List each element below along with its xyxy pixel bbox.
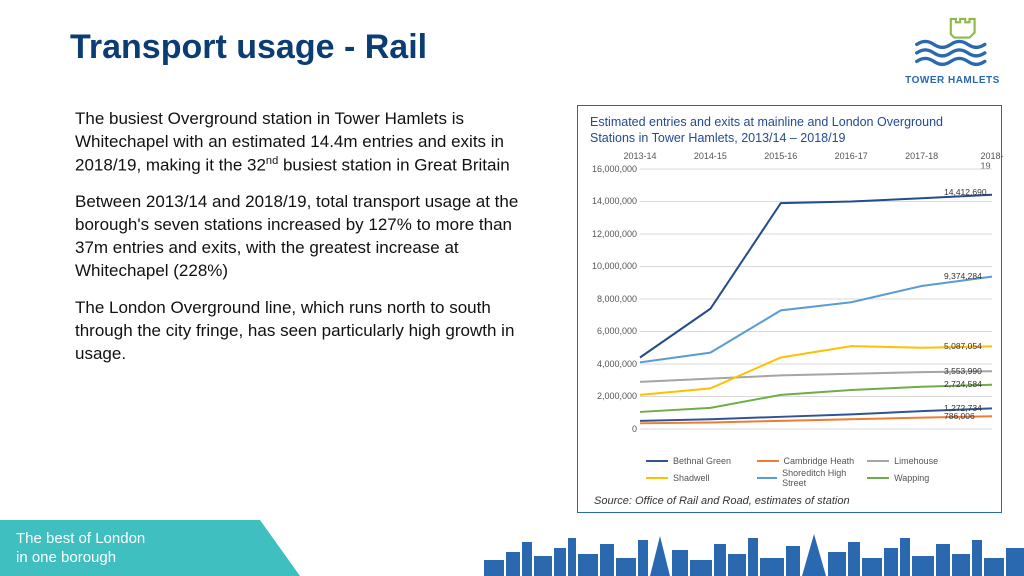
legend-label: Wapping [894,473,929,483]
y-axis-label: 4,000,000 [582,359,637,369]
series-end-label: 5,087,054 [944,341,982,351]
legend-swatch [867,477,889,479]
x-axis-label: 2018-19 [980,151,1003,171]
series-end-label: 14,412,690 [944,187,987,197]
x-axis-labels: 2013-142014-152015-162016-172017-182018-… [640,151,992,169]
legend-label: Limehouse [894,456,938,466]
legend-swatch [757,460,779,462]
chart-panel: Estimated entries and exits at mainline … [577,105,1002,513]
y-axis-label: 12,000,000 [582,229,637,239]
legend-swatch [646,460,668,462]
tagline-line1: The best of London [16,530,244,549]
chart-plot: 02,000,0004,000,0006,000,0008,000,00010,… [640,169,992,429]
y-axis-label: 16,000,000 [582,164,637,174]
legend-item: Bethnal Green [646,455,757,467]
y-axis-label: 10,000,000 [582,261,637,271]
page-title: Transport usage - Rail [70,28,427,67]
tower-hamlets-logo: TOWER HAMLETS [905,14,1000,86]
footer-tagline-box: The best of London in one borough [0,520,260,576]
series-end-label: 9,374,284 [944,271,982,281]
footer-teal-triangle [260,520,300,576]
legend-label: Shoreditch High Street [782,468,867,488]
chart-legend: Bethnal Green Cambridge Heath Limehouse Sha… [578,451,1001,491]
x-axis-label: 2014-15 [694,151,727,161]
tagline-line2: in one borough [16,549,244,568]
line-chart-svg [640,169,992,429]
y-axis-label: 0 [582,424,637,434]
legend-item: Wapping [867,467,978,489]
chart-area: 2013-142014-152015-162016-172017-182018-… [640,151,991,451]
y-axis-label: 14,000,000 [582,196,637,206]
legend-item: Shoreditch High Street [757,467,868,489]
castle-icon [951,19,975,38]
x-axis-label: 2017-18 [905,151,938,161]
x-axis-label: 2015-16 [764,151,797,161]
paragraph-3: The London Overground line, which runs n… [75,297,545,366]
x-axis-label: 2016-17 [835,151,868,161]
skyline [484,530,1024,576]
legend-swatch [867,460,889,462]
legend-swatch [757,477,778,479]
logo-graphic [910,14,995,68]
legend-label: Bethnal Green [673,456,731,466]
y-axis-label: 6,000,000 [582,326,637,336]
legend-item: Limehouse [867,455,978,467]
series-end-label: 786,006 [944,411,975,421]
logo-label: TOWER HAMLETS [905,75,1000,86]
legend-item: Cambridge Heath [757,455,868,467]
y-axis-label: 2,000,000 [582,391,637,401]
legend-swatch [646,477,668,479]
body-text: The busiest Overground station in Tower … [75,108,545,380]
chart-title: Estimated entries and exits at mainline … [578,106,1001,151]
series-end-label: 2,724,584 [944,379,982,389]
footer: The best of London in one borough [0,520,1024,576]
paragraph-2: Between 2013/14 and 2018/19, total trans… [75,191,545,283]
series-end-label: 3,553,990 [944,366,982,376]
legend-label: Cambridge Heath [784,456,855,466]
paragraph-1: The busiest Overground station in Tower … [75,108,545,177]
slide: Transport usage - Rail TOWER HAMLETS The… [0,0,1024,576]
chart-source: Source: Office of Rail and Road, estimat… [578,491,1001,507]
legend-item: Shadwell [646,467,757,489]
x-axis-label: 2013-14 [623,151,656,161]
legend-label: Shadwell [673,473,710,483]
waves-icon [917,41,985,64]
y-axis-label: 8,000,000 [582,294,637,304]
